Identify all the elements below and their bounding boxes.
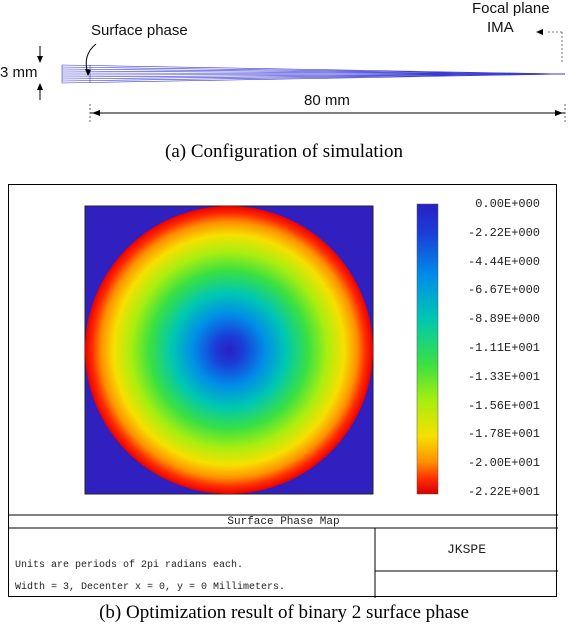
focal-plane-label: Focal plane <box>472 0 550 17</box>
colorbar-tick-label: -1.11E+001 <box>467 341 540 355</box>
colorbar <box>416 203 439 495</box>
configuration-diagram: Surface phase Focal plane IMA 3 mm 80 mm <box>0 0 568 135</box>
colorbar-tick-label: -2.22E+001 <box>467 485 540 499</box>
colorbar-tick-label: -1.33E+001 <box>467 369 540 384</box>
phase-map-panel: 0.00E+000 -2.22E+000 -4.44E+000 -6.67E+000 -… <box>8 184 558 598</box>
caption-b: (b) Optimization result of binary 2 surf… <box>99 602 469 623</box>
colorbar-tick-label: -6.67E+000 <box>467 283 540 298</box>
configuration-svg <box>37 29 566 122</box>
phase-disc <box>85 206 373 494</box>
brand-label: JKSPE <box>446 542 486 557</box>
ima-label: IMA <box>487 19 514 36</box>
caption-a: (a) Configuration of simulation <box>165 141 403 162</box>
colorbar-tick-label: -2.00E+001 <box>467 456 540 471</box>
phase-map-svg <box>9 203 558 598</box>
colorbar-tick-label: 0.00E+000 <box>475 197 540 211</box>
colorbar-tick-label: -2.22E+000 <box>467 225 540 240</box>
ray-bundle <box>61 64 566 84</box>
colorbar-tick-label: -4.44E+000 <box>467 254 540 269</box>
length-label: 80 mm <box>304 92 350 109</box>
units-note: Units are periods of 2pi radians each. <box>15 560 244 571</box>
phase-map-title: Surface Phase Map <box>227 516 340 528</box>
colorbar-tick-label: -1.78E+001 <box>467 427 540 442</box>
length-dimension <box>89 104 566 122</box>
focal-plane-indicator <box>548 31 563 62</box>
surface-phase-label: Surface phase <box>91 22 188 39</box>
colorbar-tick-label: -8.89E+000 <box>467 312 540 327</box>
height-label: 3 mm <box>0 64 38 81</box>
width-note: Width = 3, Decenter x = 0, y = 0 Millime… <box>15 582 286 593</box>
colorbar-tick-label: -1.56E+001 <box>467 398 540 413</box>
footer-grid <box>9 514 558 598</box>
